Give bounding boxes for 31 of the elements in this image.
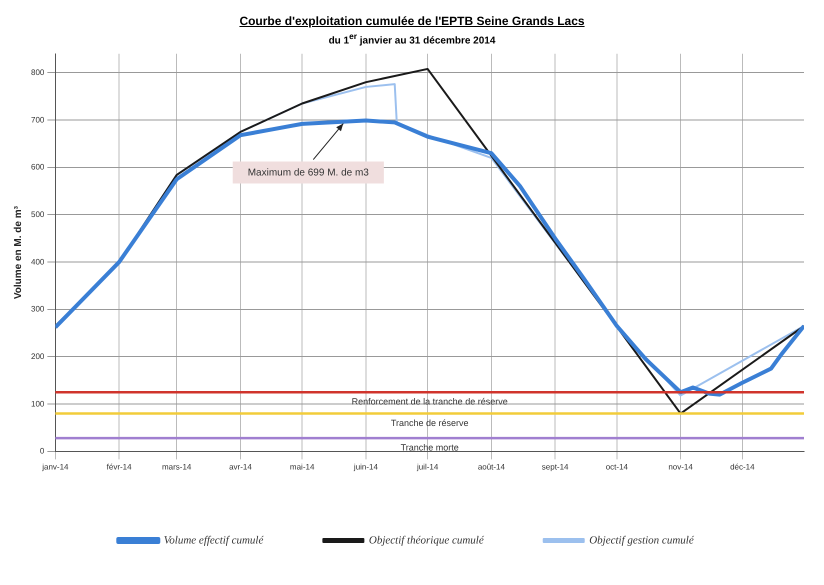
y-tick-label: 100 (30, 400, 45, 409)
chart-title: Courbe d'exploitation cumulée de l'EPTB Seine Grands Lacs (238, 14, 586, 28)
x-tick-label: déc-14 (730, 462, 756, 472)
x-tick-label: mars-14 (162, 462, 192, 472)
y-tick-label: 300 (30, 304, 45, 314)
y-tick-label: 600 (30, 162, 45, 172)
ref-line-label: Tranche morte (400, 442, 459, 453)
chart-subtitle: du 1$^{er}$ janvier au 31 décembre 2014 (328, 31, 496, 46)
x-tick-label: oct-14 (606, 462, 629, 472)
x-tick-label: avr-14 (229, 462, 252, 472)
x-tick-label: mai-14 (290, 462, 315, 472)
x-tick-label: févr-14 (106, 462, 132, 472)
legend-label: Objectif théorique cumulé (368, 534, 485, 547)
x-tick-label: juil-14 (416, 462, 439, 472)
y-tick-label: 400 (30, 258, 45, 267)
x-tick-label: août-14 (478, 462, 506, 472)
y-tick-label: 0 (40, 446, 45, 456)
x-tick-label: juin-14 (352, 462, 378, 472)
x-tick-label: sept-14 (542, 462, 570, 472)
legend-label: Volume effectif cumulé (164, 534, 264, 547)
legend-label: Objectif gestion cumulé (589, 534, 695, 547)
y-tick-label: 700 (30, 116, 45, 125)
ref-line-label: Renforcement de la tranche de réserve (352, 397, 508, 408)
ref-line-label: Tranche de réserve (390, 418, 469, 428)
y-tick-label: 800 (30, 68, 45, 78)
y-axis-title: Volume en M. de m³ (12, 206, 24, 300)
y-tick-label: 200 (30, 352, 45, 362)
x-tick-label: nov-14 (668, 462, 694, 472)
annotation: Maximum de 699 M. de m3 (248, 168, 370, 179)
y-tick-label: 500 (30, 210, 45, 220)
x-tick-label: janv-14 (41, 462, 70, 472)
